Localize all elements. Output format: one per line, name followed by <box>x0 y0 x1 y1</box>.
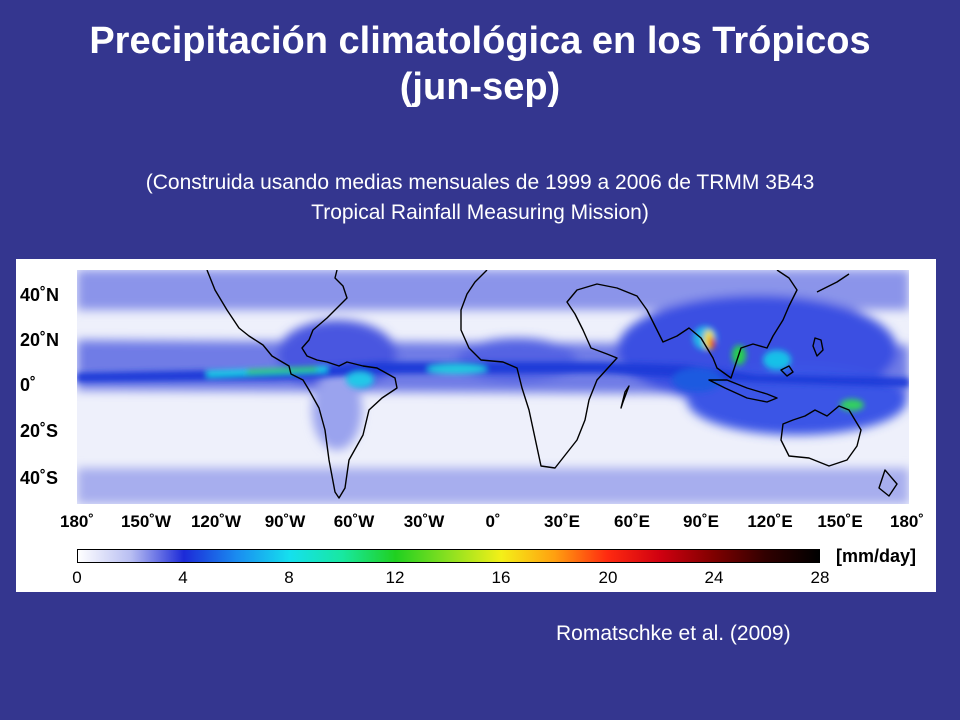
lon-label-90e: 90˚E <box>683 512 719 531</box>
eurasia-africa-coastline <box>460 270 798 469</box>
title-line-2: (jun-sep) <box>399 66 561 108</box>
lon-label-60w: 60˚W <box>333 512 375 531</box>
lon-label-150w: 150˚W <box>120 512 172 531</box>
lat-label-20n: 20˚N <box>20 330 60 350</box>
colorbar-tick-8: 8 <box>284 568 294 587</box>
rain-field-light <box>77 270 909 504</box>
source-credit: Romatschke et al. (2009) <box>556 622 791 645</box>
title-line-1: Precipitación climatológica en los Trópi… <box>89 20 871 62</box>
colorbar-tick-28: 28 <box>810 568 830 587</box>
borneo-coastline <box>780 365 794 377</box>
lon-label-90w: 90˚W <box>264 512 306 531</box>
americas-coastline <box>206 270 398 499</box>
subtitle: (Construida usando medias mensuales de 1… <box>0 168 960 228</box>
lon-label-60e: 60˚E <box>614 512 650 531</box>
rain-field-heavy <box>77 326 909 411</box>
colorbar-tick-4: 4 <box>178 568 188 587</box>
coastlines <box>206 270 898 499</box>
colorbar-tick-20: 20 <box>598 568 618 587</box>
subtitle-line-1: (Construida usando medias mensuales de 1… <box>145 171 815 194</box>
lon-label-30e: 30˚E <box>544 512 580 531</box>
new-zealand-coastline <box>878 469 898 497</box>
subtitle-line-2: Tropical Rainfall Measuring Mission) <box>311 201 649 224</box>
page-title: Precipitación climatológica en los Trópi… <box>0 18 960 110</box>
precipitation-map <box>77 270 909 504</box>
lon-label-180e: 180˚ <box>889 512 925 531</box>
lon-label-120w: 120˚W <box>190 512 242 531</box>
indonesia-coastline <box>708 379 778 403</box>
lat-label-equator: 0˚ <box>20 375 37 395</box>
lon-label-0: 0˚ <box>485 512 501 531</box>
lon-label-30w: 30˚W <box>403 512 445 531</box>
colorbar-tick-24: 24 <box>704 568 724 587</box>
colorbar-tick-0: 0 <box>72 568 82 587</box>
japan-coastline <box>816 273 850 293</box>
lat-label-40n: 40˚N <box>20 285 60 305</box>
map-figure: 40˚N 20˚N 0˚ 20˚S 40˚S 180˚ 150˚W 120˚W … <box>16 259 936 592</box>
lat-label-20s: 20˚S <box>20 421 59 441</box>
lon-label-120e: 120˚E <box>747 512 793 531</box>
colorbar-unit: [mm/day] <box>836 546 917 566</box>
colorbar-tick-12: 12 <box>385 568 405 587</box>
colorbar-tick-16: 16 <box>491 568 511 587</box>
philippines-coastline <box>812 337 824 357</box>
lon-label-180w: 180˚ <box>59 512 95 531</box>
lon-label-150e: 150˚E <box>817 512 863 531</box>
madagascar-coastline <box>620 385 630 409</box>
australia-coastline <box>780 405 862 467</box>
lat-label-40s: 40˚S <box>20 468 59 488</box>
colorbar <box>77 549 820 563</box>
